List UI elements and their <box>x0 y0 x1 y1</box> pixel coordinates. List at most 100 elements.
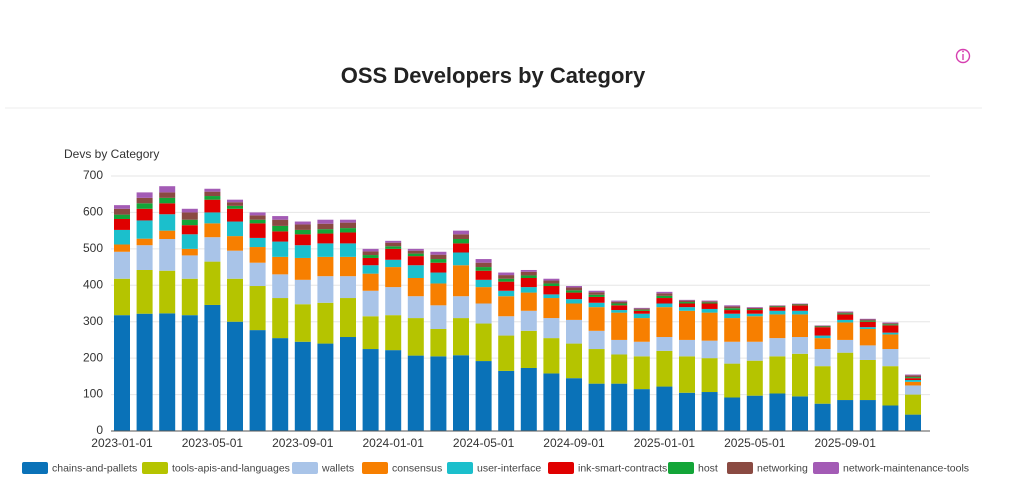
bar-segment <box>520 271 537 276</box>
bar-segment <box>566 290 582 293</box>
info-icon[interactable] <box>955 48 971 64</box>
bar-segment <box>385 246 402 249</box>
bar-segment <box>859 359 876 401</box>
bar-segment <box>249 286 266 331</box>
legend-swatch <box>813 462 839 474</box>
bar-segment <box>566 343 582 379</box>
bar-segment <box>769 306 786 308</box>
bar-segment <box>882 323 899 325</box>
bar-segment <box>204 261 221 305</box>
bar-segment <box>837 322 854 340</box>
bar-segment <box>543 280 560 284</box>
bar-segment <box>204 304 221 431</box>
bar-segment <box>407 256 424 266</box>
bar-segment <box>249 212 266 216</box>
bar-segment <box>114 278 130 316</box>
bar-segment <box>543 278 560 281</box>
bar-segment <box>905 414 921 431</box>
bar-segment <box>769 310 786 315</box>
bar-segment <box>588 330 605 350</box>
bar-segment <box>520 269 537 272</box>
bar-segment <box>588 294 605 297</box>
legend-label: tools-apis-and-languages <box>172 462 290 474</box>
bar-segment <box>588 292 605 295</box>
bar-segment <box>475 323 492 362</box>
bar-segment <box>385 248 402 260</box>
bar-segment <box>227 202 243 206</box>
bar-segment <box>453 252 469 266</box>
bar-segment <box>498 278 515 282</box>
bar-segment <box>792 337 808 354</box>
bar-segment <box>498 296 515 317</box>
bar-segment <box>588 296 605 303</box>
bar-segment <box>746 341 763 361</box>
bar-segment <box>498 275 515 279</box>
bar-segment <box>588 290 605 293</box>
chart-title: OSS Developers by Category <box>341 63 646 88</box>
bar-segment <box>362 316 379 350</box>
x-tick-label: 2023-05-01 <box>182 436 244 450</box>
legend-label: ink-smart-contracts <box>578 462 667 474</box>
bar-segment <box>159 270 176 314</box>
bar-segment <box>136 192 153 198</box>
bar-segment <box>407 278 424 297</box>
x-tick-label: 2025-09-01 <box>815 436 877 450</box>
bar-segment <box>453 318 469 356</box>
bar-segment <box>136 269 153 314</box>
bar-segment <box>724 363 741 398</box>
bar-segment <box>136 313 153 431</box>
bar-segment <box>114 229 130 245</box>
bar-segment <box>905 375 921 378</box>
bar-segment <box>543 294 560 299</box>
bar-segment <box>679 310 695 340</box>
bar-segment <box>475 303 492 324</box>
bar-segment <box>679 299 695 301</box>
bar-segment <box>724 341 741 364</box>
bar-segment <box>340 298 356 338</box>
bar-segment <box>656 303 673 308</box>
bar-segment <box>114 214 130 219</box>
bar-segment <box>792 310 808 315</box>
bar-segment <box>859 329 876 346</box>
legend-label: networking <box>757 462 808 474</box>
bar-segment <box>249 237 266 248</box>
y-tick-label: 700 <box>83 168 103 182</box>
bar-segment <box>746 313 763 317</box>
bar-segment <box>656 295 673 299</box>
bar-segment <box>159 313 176 431</box>
bar-segment <box>814 403 831 431</box>
x-tick-label: 2025-01-01 <box>634 436 696 450</box>
bar-segment <box>769 393 786 431</box>
bar-segment <box>114 251 130 279</box>
bar-segment <box>882 334 899 350</box>
bar-segment <box>385 242 402 247</box>
bar-segment <box>362 265 379 274</box>
bar-segment <box>249 219 266 224</box>
x-tick-label: 2023-01-01 <box>91 436 153 450</box>
bar-segment <box>859 400 876 431</box>
bar-segment <box>746 307 763 309</box>
bar-segment <box>859 345 876 360</box>
legend-swatch <box>292 462 318 474</box>
bar-segment <box>204 199 221 213</box>
bar-segment <box>249 262 266 287</box>
bar-segment <box>724 306 741 309</box>
bar-segment <box>566 299 582 304</box>
y-tick-label: 400 <box>83 277 103 291</box>
bar-segment <box>520 275 537 278</box>
bar-segment <box>882 325 899 333</box>
bar-segment <box>362 273 379 291</box>
bar-segment <box>294 245 311 258</box>
bar-segment <box>543 298 560 319</box>
bar-segment <box>249 247 266 263</box>
bar-segment <box>882 405 899 431</box>
bar-segment <box>520 367 537 431</box>
bar-segment <box>837 319 854 323</box>
bar-segment <box>566 286 582 288</box>
legend-swatch <box>447 462 473 474</box>
legend-swatch <box>727 462 753 474</box>
bar-segment <box>701 301 718 303</box>
bar-segment <box>114 208 130 215</box>
bar-segment <box>407 265 424 278</box>
